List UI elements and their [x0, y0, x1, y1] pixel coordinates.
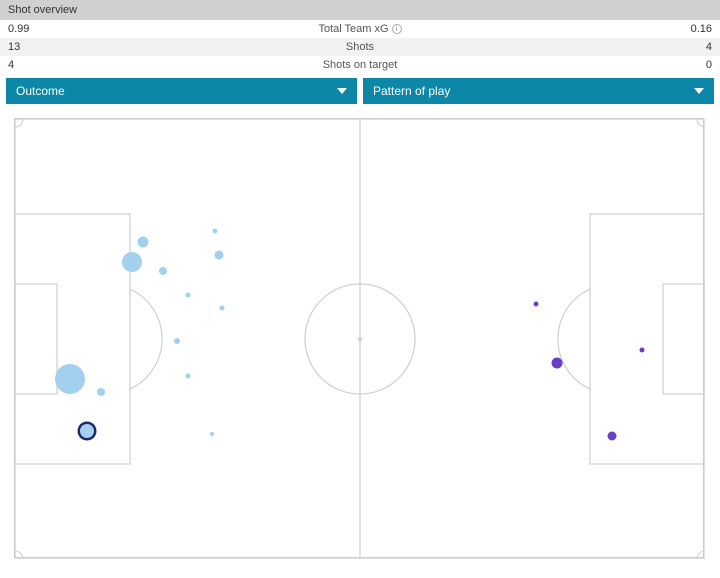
panel-title: Shot overview — [8, 4, 77, 16]
pitch-lines — [15, 119, 705, 559]
shot-marker-team-a[interactable] — [214, 251, 223, 260]
pitch-container — [0, 108, 720, 578]
outcome-dropdown[interactable]: Outcome — [6, 78, 357, 104]
panel-header: Shot overview — [0, 0, 720, 20]
shot-marker-team-a[interactable] — [55, 364, 85, 394]
shot-marker-team-a[interactable] — [122, 252, 142, 272]
stat-value-left: 13 — [8, 41, 68, 53]
shot-marker-team-b[interactable] — [639, 348, 644, 353]
shot-marker-team-a[interactable] — [220, 306, 225, 311]
shot-marker-team-b[interactable] — [607, 431, 616, 440]
shot-marker-team-a[interactable] — [159, 267, 167, 275]
stat-value-left: 4 — [8, 59, 68, 71]
stat-row: 4Shots on target0 — [0, 56, 720, 74]
stat-value-right: 0.16 — [652, 23, 712, 35]
stat-label: Shots on target — [68, 59, 652, 71]
stat-label: Shots — [68, 41, 652, 53]
shot-marker-team-a[interactable] — [213, 229, 218, 234]
pattern-label: Pattern of play — [373, 84, 450, 98]
info-icon[interactable]: i — [392, 24, 402, 34]
soccer-pitch — [14, 118, 704, 558]
shot-marker-team-a[interactable] — [185, 293, 190, 298]
shot-marker-team-a[interactable] — [210, 432, 214, 436]
stat-value-right: 0 — [652, 59, 712, 71]
shot-marker-team-a[interactable] — [97, 388, 105, 396]
stat-value-left: 0.99 — [8, 23, 68, 35]
pattern-dropdown[interactable]: Pattern of play — [363, 78, 714, 104]
stat-row: 0.99Total Team xGi0.16 — [0, 20, 720, 38]
stat-label: Total Team xGi — [68, 23, 652, 35]
shot-marker-team-a[interactable] — [137, 237, 148, 248]
shot-marker-team-b[interactable] — [551, 358, 562, 369]
chevron-down-icon — [337, 88, 347, 94]
filter-row: Outcome Pattern of play — [0, 74, 720, 108]
stats-table: 0.99Total Team xGi0.1613Shots44Shots on … — [0, 20, 720, 74]
shot-marker-team-a[interactable] — [185, 374, 190, 379]
shot-marker-team-a[interactable] — [80, 424, 94, 438]
chevron-down-icon — [694, 88, 704, 94]
shot-marker-team-a[interactable] — [174, 338, 180, 344]
shot-marker-team-b[interactable] — [533, 301, 538, 306]
stat-value-right: 4 — [652, 41, 712, 53]
stat-row: 13Shots4 — [0, 38, 720, 56]
outcome-label: Outcome — [16, 84, 65, 98]
